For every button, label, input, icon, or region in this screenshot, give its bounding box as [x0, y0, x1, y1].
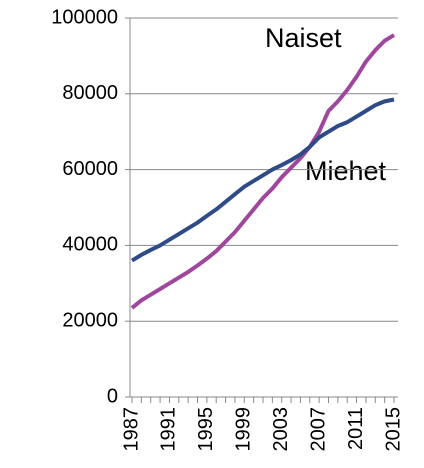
x-tick-label: 2003: [270, 407, 292, 452]
line: [130, 97, 395, 263]
x-tick-label: 1987: [120, 407, 142, 452]
line: [130, 33, 396, 310]
y-tick-label: 80000: [62, 82, 118, 104]
x-tick-label: 1999: [233, 407, 255, 452]
series-label: Miehet: [305, 156, 387, 186]
x-tick-label: 2007: [307, 407, 329, 452]
series-label: Naiset: [265, 23, 342, 53]
x-tick-label: 2011: [345, 407, 367, 450]
x-tick-label: 2015: [382, 407, 404, 452]
x-tick-label: 1991: [158, 407, 180, 452]
y-tick-label: 0: [107, 385, 118, 407]
y-tick-label: 60000: [62, 158, 118, 180]
y-tick-label: 100000: [51, 6, 118, 28]
y-tick-label: 20000: [62, 309, 118, 331]
x-tick-label: 1995: [195, 407, 217, 452]
y-tick-label: 40000: [62, 234, 118, 256]
